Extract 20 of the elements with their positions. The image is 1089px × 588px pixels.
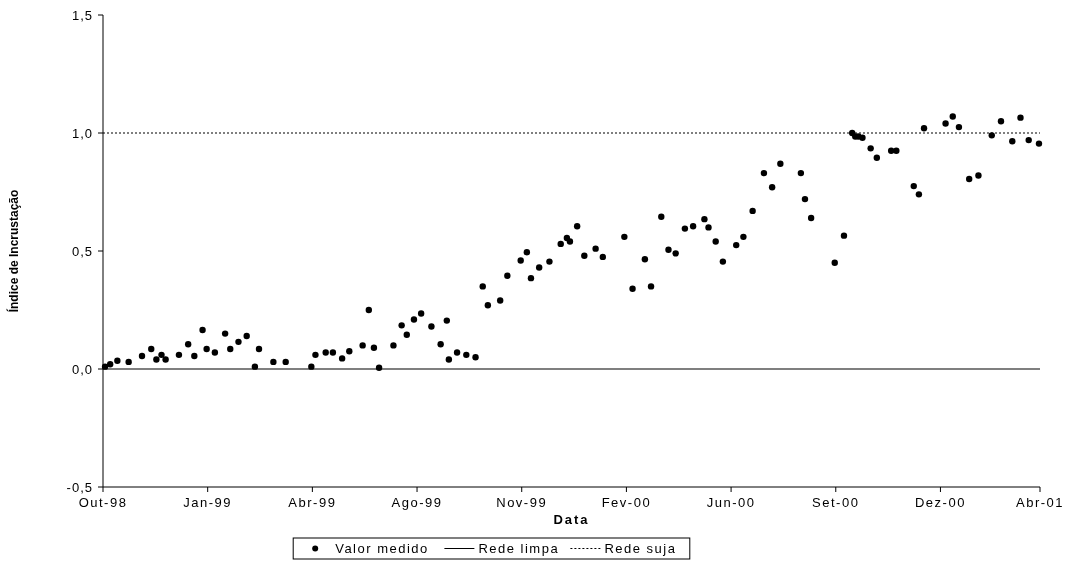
x-axis-title: Data [553,512,590,527]
y-tick-label: -0,5 [66,479,93,495]
x-tick-label: Abr-01 [1015,495,1065,510]
y-tick-label: 0,0 [71,361,93,377]
x-tick-label: Jun-00 [706,495,756,510]
x-tick-label: Fev-00 [601,495,652,510]
y-tick-label: 1,5 [71,7,93,23]
legend-label: Rede suja [604,541,677,557]
y-tick-label: 1,0 [71,125,93,141]
x-tick-label: Abr-99 [288,495,337,510]
x-tick-label: Jan-99 [183,495,233,510]
legend-label: Rede limpa [478,541,560,557]
x-tick-label: Out-98 [78,495,128,510]
x-tick-label: Set-00 [812,495,860,510]
x-tick-label: Ago-99 [391,495,443,510]
x-tick-label: Nov-99 [496,495,548,510]
legend-label: Valor medido [335,541,429,557]
y-axis-title: Índice de Incrustação [6,189,21,313]
x-tick-label: Dez-00 [914,495,966,510]
y-tick-label: 0,5 [71,243,93,259]
